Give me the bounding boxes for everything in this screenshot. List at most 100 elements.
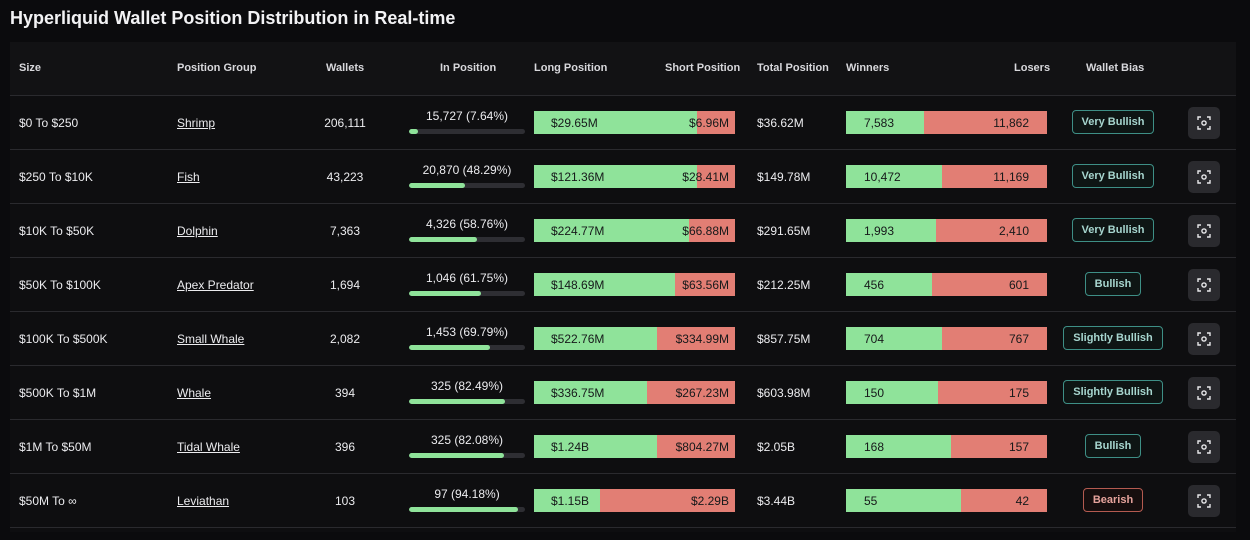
position-group-link[interactable]: Whale xyxy=(177,386,212,400)
long-position-value: $336.75M xyxy=(551,386,605,400)
in-position-progress-fill xyxy=(409,237,478,242)
winners-count: 456 xyxy=(864,278,885,292)
wallet-bias-cell: Slightly Bullish xyxy=(1060,380,1166,404)
wallet-bias-badge[interactable]: Very Bullish xyxy=(1071,164,1155,188)
column-header-winners[interactable]: Winners xyxy=(846,62,890,74)
in-position-progress-fill xyxy=(409,129,418,134)
table-row: $100K To $500K Small Whale 2,082 1,453 (… xyxy=(10,312,1236,366)
short-position-value: $6.96M xyxy=(688,116,729,130)
scan-button[interactable] xyxy=(1188,323,1220,355)
long-position-value: $148.69M xyxy=(551,278,605,292)
winners-losers-bar: 55 42 xyxy=(846,489,1047,512)
position-group-link[interactable]: Leviathan xyxy=(177,494,230,508)
column-header-total-position[interactable]: Total Position xyxy=(757,62,829,74)
column-header-losers[interactable]: Losers xyxy=(1014,62,1051,74)
position-group-link[interactable]: Tidal Whale xyxy=(177,440,240,454)
column-header-size[interactable]: Size xyxy=(19,62,42,74)
short-segment xyxy=(600,489,735,512)
wallet-bias-cell: Slightly Bullish xyxy=(1060,326,1166,350)
total-position-value: $2.05B xyxy=(757,440,796,454)
winners-losers-bar: 168 157 xyxy=(846,435,1047,458)
scan-button[interactable] xyxy=(1188,161,1220,193)
total-position-value: $3.44B xyxy=(757,494,796,508)
long-position-value: $1.24B xyxy=(551,440,590,454)
table-header: Size Position Group Wallets In Position … xyxy=(10,42,1236,96)
scan-button[interactable] xyxy=(1188,269,1220,301)
position-group-link[interactable]: Apex Predator xyxy=(177,278,254,292)
wallet-bias-cell: Bearish xyxy=(1060,488,1166,512)
winners-losers-bar: 150 175 xyxy=(846,381,1047,404)
in-position-progress-fill xyxy=(409,399,505,404)
column-header-wallets[interactable]: Wallets xyxy=(326,62,365,74)
table-row: $250 To $10K Fish 43,223 20,870 (48.29%)… xyxy=(10,150,1236,204)
short-segment xyxy=(656,327,735,350)
table-row: $50K To $100K Apex Predator 1,694 1,046 … xyxy=(10,258,1236,312)
long-short-bar: $522.76M $334.99M xyxy=(534,327,735,350)
column-header-wallet-bias[interactable]: Wallet Bias xyxy=(1086,62,1145,74)
long-short-bar: $1.24B $804.27M xyxy=(534,435,735,458)
wallets-count: 2,082 xyxy=(329,332,361,346)
short-segment xyxy=(674,273,735,296)
size-range: $50M To ∞ xyxy=(19,494,77,508)
winners-count: 704 xyxy=(864,332,885,346)
in-position-value: 20,870 (48.29%) xyxy=(422,163,512,177)
in-position-value: 325 (82.49%) xyxy=(430,379,504,393)
page-title: Hyperliquid Wallet Position Distribution… xyxy=(10,8,456,28)
in-position-progress xyxy=(409,129,525,134)
scan-icon xyxy=(1197,278,1211,292)
size-range: $100K To $500K xyxy=(19,332,108,346)
table-row: $10K To $50K Dolphin 7,363 4,326 (58.76%… xyxy=(10,204,1236,258)
wallet-bias-badge[interactable]: Bullish xyxy=(1084,272,1142,296)
in-position-value: 97 (94.18%) xyxy=(434,487,500,501)
winners-segment xyxy=(846,435,951,458)
scan-icon xyxy=(1197,440,1211,454)
position-group-link[interactable]: Shrimp xyxy=(177,116,216,130)
scan-button[interactable] xyxy=(1188,107,1220,139)
winners-count: 1,993 xyxy=(864,224,895,238)
position-group-link[interactable]: Fish xyxy=(177,170,200,184)
long-short-bar: $1.15B $2.29B xyxy=(534,489,735,512)
wallets-count: 103 xyxy=(334,494,356,508)
scan-button[interactable] xyxy=(1188,431,1220,463)
total-position-value: $291.65M xyxy=(757,224,811,238)
scan-icon xyxy=(1197,170,1211,184)
winners-losers-bar: 456 601 xyxy=(846,273,1047,296)
wallet-bias-badge[interactable]: Slightly Bullish xyxy=(1063,380,1163,404)
column-header-position-group[interactable]: Position Group xyxy=(177,62,257,74)
wallet-bias-badge[interactable]: Bearish xyxy=(1082,488,1144,512)
size-range: $250 To $10K xyxy=(19,170,93,184)
position-group-link[interactable]: Small Whale xyxy=(177,332,245,346)
in-position-progress xyxy=(409,237,525,242)
winners-segment xyxy=(846,273,933,296)
long-position-value: $121.36M xyxy=(551,170,605,184)
short-position-value: $63.56M xyxy=(682,278,729,292)
wallet-bias-badge[interactable]: Very Bullish xyxy=(1071,218,1155,242)
losers-segment xyxy=(932,273,1047,296)
scan-button[interactable] xyxy=(1188,485,1220,517)
column-header-in-position[interactable]: In Position xyxy=(440,62,497,74)
wallets-count: 1,694 xyxy=(329,278,361,292)
scan-button[interactable] xyxy=(1188,377,1220,409)
scan-button[interactable] xyxy=(1188,215,1220,247)
winners-losers-bar: 704 767 xyxy=(846,327,1047,350)
winners-count: 168 xyxy=(864,440,885,454)
wallet-bias-badge[interactable]: Very Bullish xyxy=(1071,110,1155,134)
short-position-value: $2.29B xyxy=(690,494,729,508)
position-group-link[interactable]: Dolphin xyxy=(177,224,218,238)
wallet-bias-badge[interactable]: Bullish xyxy=(1084,434,1142,458)
wallet-bias-badge[interactable]: Slightly Bullish xyxy=(1063,326,1163,350)
wallet-bias-cell: Bullish xyxy=(1060,434,1166,458)
long-short-bar: $121.36M $28.41M xyxy=(534,165,735,188)
total-position-value: $212.25M xyxy=(757,278,811,292)
long-segment xyxy=(534,165,697,188)
wallets-count: 396 xyxy=(334,440,356,454)
table-row: $50M To ∞ Leviathan 103 97 (94.18%) $1.1… xyxy=(10,474,1236,528)
column-header-short-position[interactable]: Short Position xyxy=(665,62,741,74)
size-range: $50K To $100K xyxy=(19,278,101,292)
losers-segment xyxy=(942,327,1047,350)
in-position-progress xyxy=(409,453,525,458)
column-header-long-position[interactable]: Long Position xyxy=(534,62,608,74)
wallet-bias-cell: Bullish xyxy=(1060,272,1166,296)
in-position-value: 4,326 (58.76%) xyxy=(425,217,509,231)
long-short-bar: $224.77M $66.88M xyxy=(534,219,735,242)
